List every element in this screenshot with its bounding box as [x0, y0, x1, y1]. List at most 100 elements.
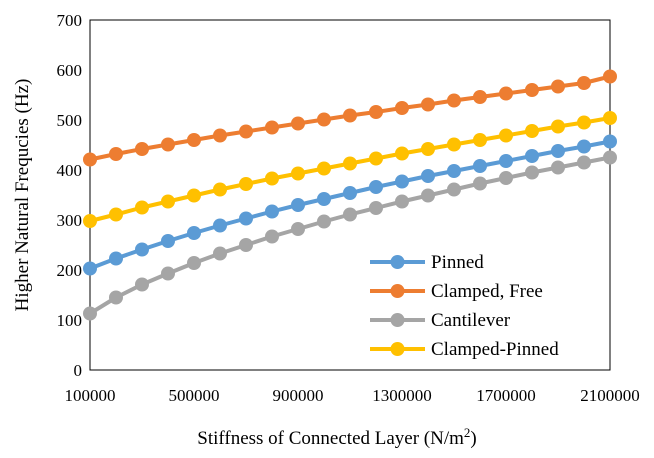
data-point	[291, 166, 305, 181]
data-point	[551, 144, 565, 158]
data-point	[395, 174, 409, 189]
data-point	[187, 226, 201, 240]
data-point	[213, 182, 227, 197]
data-point	[109, 207, 123, 222]
data-point	[369, 151, 383, 166]
data-point	[369, 180, 383, 194]
x-tick-label: 500000	[169, 386, 220, 405]
x-tick-label: 2100000	[580, 386, 640, 405]
x-tick-label: 100000	[65, 386, 116, 405]
series-clamped-free	[83, 69, 617, 167]
data-point	[577, 76, 591, 90]
data-point	[499, 86, 513, 101]
data-point	[187, 188, 201, 203]
data-point	[525, 124, 539, 138]
data-point	[109, 290, 123, 305]
data-point	[603, 111, 617, 125]
data-point	[603, 69, 617, 84]
data-point	[473, 90, 487, 104]
data-point	[161, 234, 175, 248]
data-point	[239, 238, 253, 252]
legend: Pinned Clamped, Free Cantilever Clamped-Pin…	[370, 252, 559, 360]
x-tick-label: 900000	[273, 386, 324, 405]
data-point	[343, 207, 357, 222]
legend-label: Cantilever	[431, 310, 511, 331]
legend-marker	[390, 313, 405, 327]
data-point	[83, 152, 97, 167]
data-point	[395, 101, 409, 115]
data-point	[161, 266, 175, 281]
legend-marker	[390, 255, 405, 269]
y-tick-label: 500	[57, 111, 83, 130]
data-point	[213, 218, 227, 233]
data-point	[421, 169, 435, 183]
data-point	[499, 128, 513, 143]
data-point	[239, 211, 253, 226]
data-point	[603, 150, 617, 165]
data-point	[291, 198, 305, 212]
data-point	[265, 229, 279, 244]
x-axis-title-main: Stiffness of Connected Layer (N/m	[197, 428, 464, 449]
data-point	[343, 186, 357, 200]
data-point	[135, 277, 149, 292]
y-tick-label: 600	[57, 61, 83, 80]
data-point	[369, 105, 383, 119]
data-point	[135, 242, 149, 257]
data-point	[551, 160, 565, 175]
data-point	[395, 146, 409, 161]
y-tick-label: 300	[57, 211, 83, 230]
legend-marker	[390, 284, 405, 298]
data-point	[343, 108, 357, 123]
data-point	[109, 147, 123, 161]
data-point	[525, 165, 539, 180]
data-point	[499, 154, 513, 168]
data-point	[291, 222, 305, 236]
x-tick-label: 1700000	[476, 386, 536, 405]
legend-item: Clamped, Free	[370, 281, 543, 302]
data-point	[317, 214, 331, 229]
legend-label: Clamped, Free	[431, 281, 543, 302]
data-point	[109, 251, 123, 266]
data-point	[577, 139, 591, 154]
data-point	[473, 176, 487, 191]
legend-item: Cantilever	[370, 310, 511, 331]
data-point	[161, 137, 175, 152]
legend-label: Clamped-Pinned	[431, 339, 559, 360]
data-point	[161, 194, 175, 209]
data-point	[447, 182, 461, 197]
x-axis-title-superscript: 2	[464, 425, 471, 440]
data-point	[83, 306, 97, 321]
series-pinned	[83, 134, 617, 276]
data-point	[447, 164, 461, 178]
data-point	[551, 79, 565, 94]
y-tick-label: 100	[57, 311, 83, 330]
data-point	[525, 83, 539, 97]
data-point	[213, 246, 227, 261]
data-point	[265, 171, 279, 186]
data-point	[603, 134, 617, 149]
data-point	[369, 201, 383, 215]
data-point	[187, 133, 201, 147]
y-tick-label: 0	[74, 361, 83, 380]
y-axis-ticks: 0 100 200 300 400 500 600 700	[57, 11, 83, 380]
data-point	[473, 159, 487, 173]
data-point	[525, 149, 539, 163]
data-point	[265, 204, 279, 219]
x-axis-title-suffix: )	[470, 428, 476, 449]
data-point	[265, 120, 279, 135]
data-point	[317, 161, 331, 176]
data-point	[421, 97, 435, 112]
data-point	[447, 93, 461, 108]
data-point	[135, 200, 149, 215]
data-point	[421, 188, 435, 203]
data-point	[83, 261, 97, 276]
data-point	[421, 142, 435, 156]
data-point	[499, 171, 513, 185]
x-axis-title: Stiffness of Connected Layer (N/m2)	[197, 425, 476, 449]
data-point	[577, 155, 591, 170]
data-point	[395, 194, 409, 209]
series-layer	[83, 69, 617, 321]
data-point	[187, 256, 201, 270]
data-point	[83, 214, 97, 228]
